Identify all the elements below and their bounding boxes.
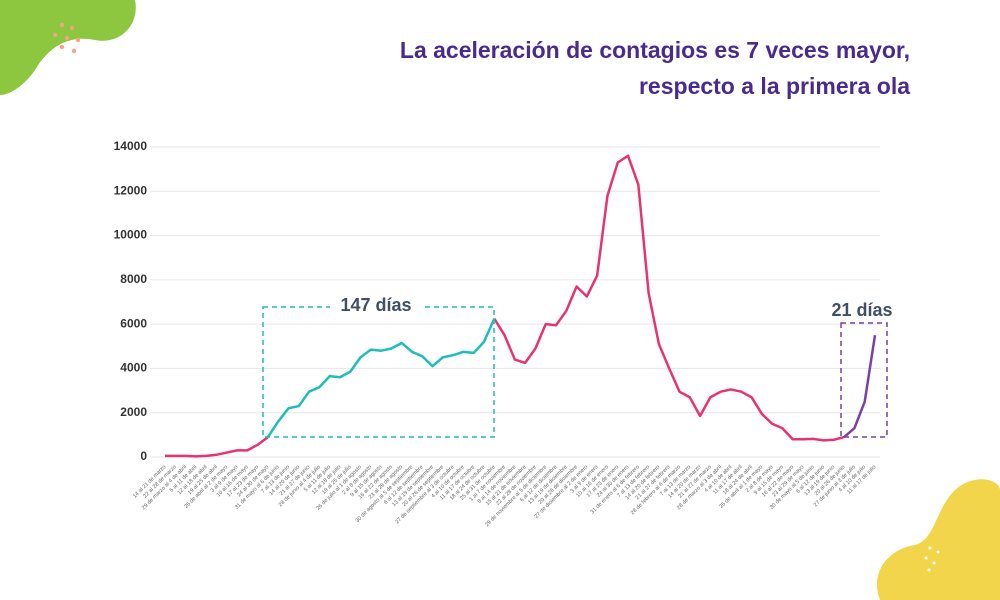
decor-blob bbox=[876, 479, 1000, 600]
y-tick-label: 6000 bbox=[120, 316, 147, 330]
annotation: 21 días bbox=[831, 300, 892, 320]
data-line bbox=[165, 154, 845, 458]
range-box bbox=[840, 322, 888, 438]
annotation-bg bbox=[330, 294, 422, 318]
data-line bbox=[843, 335, 877, 439]
annotation: 147 días bbox=[340, 295, 411, 315]
chart-title: La aceleración de contagios es 7 veces m… bbox=[400, 37, 910, 63]
y-tick-label: 0 bbox=[140, 449, 147, 463]
y-tick-label: 10000 bbox=[114, 228, 148, 242]
range-box bbox=[262, 306, 495, 438]
data-line bbox=[266, 318, 496, 438]
annotation-bg bbox=[826, 300, 898, 322]
y-tick-label: 14000 bbox=[114, 139, 148, 153]
decor-dots bbox=[52, 22, 81, 54]
y-tick-label: 2000 bbox=[120, 405, 147, 419]
decor-blob bbox=[0, 0, 136, 95]
y-tick-label: 8000 bbox=[120, 272, 147, 286]
y-tick-label: 12000 bbox=[114, 183, 148, 197]
y-tick-label: 4000 bbox=[120, 361, 147, 375]
chart-title: respecto a la primera ola bbox=[639, 73, 910, 99]
decor-dots bbox=[924, 546, 940, 572]
